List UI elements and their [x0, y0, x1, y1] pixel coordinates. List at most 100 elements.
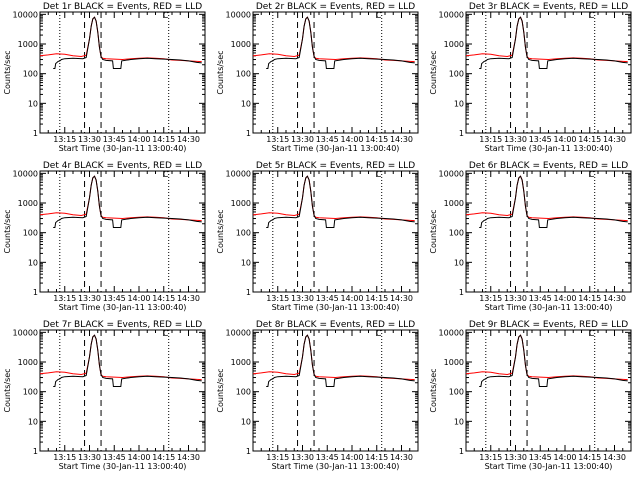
- y-tick-label: 1: [459, 129, 464, 138]
- x-tick-label: 13:15: [266, 294, 289, 303]
- x-tick-label: 14:30: [177, 453, 200, 462]
- y-tick-label: 1: [33, 288, 38, 297]
- lld-series-line: [465, 175, 628, 222]
- state-letter: C: [589, 170, 595, 179]
- x-tick-label: 13:15: [479, 453, 502, 462]
- panel-9: Det 9r BLACK = Events, RED = LLD 1 10 100 10…: [429, 320, 632, 471]
- x-tick-label: 14:00: [340, 453, 363, 462]
- y-tick-label: 10000: [226, 169, 251, 178]
- x-tick-label: 13:30: [291, 453, 314, 462]
- y-tick-label: 1: [33, 129, 38, 138]
- x-tick-label: 13:45: [103, 294, 126, 303]
- x-tick-label: 14:00: [553, 453, 576, 462]
- events-series-line: [53, 334, 202, 387]
- lld-series-line: [39, 334, 202, 381]
- x-tick-label: 13:45: [316, 294, 339, 303]
- events-series-line: [53, 175, 202, 228]
- y-tick-label: 100: [236, 388, 251, 397]
- y-tick-label: 1: [246, 129, 251, 138]
- panel-4: Det 4r BLACK = Events, RED = LLD 1 10 100 10…: [3, 161, 206, 312]
- y-tick-label: 10: [28, 417, 38, 426]
- y-tick-label: 1: [246, 288, 251, 297]
- x-tick-label: 14:00: [127, 294, 150, 303]
- y-tick-label: 10: [454, 99, 464, 108]
- panel-title: Det 7r BLACK = Events, RED = LLD: [43, 320, 202, 330]
- x-tick-label: 14:00: [340, 294, 363, 303]
- panel-7: Det 7r BLACK = Events, RED = LLD 1 10 100 10…: [3, 320, 206, 471]
- y-tick-label: 10000: [226, 10, 251, 19]
- x-axis-label: Start Time (30-Jan-11 13:00:40): [59, 303, 187, 312]
- plot-frame: [39, 329, 206, 452]
- x-tick-label: 14:15: [578, 453, 601, 462]
- y-axis-label: Counts/sec: [429, 368, 438, 412]
- y-axis-label: Counts/sec: [216, 368, 225, 412]
- events-series-line: [479, 175, 628, 228]
- y-tick-label: 100: [23, 70, 38, 79]
- events-series-line: [266, 16, 415, 69]
- x-tick-label: 13:45: [316, 135, 339, 144]
- y-tick-label: 1000: [231, 358, 251, 367]
- y-tick-label: 10: [241, 258, 251, 267]
- panel-title: Det 3r BLACK = Events, RED = LLD: [469, 2, 628, 12]
- events-series-line: [266, 334, 415, 387]
- y-tick-label: 100: [23, 229, 38, 238]
- panel-title: Det 1r BLACK = Events, RED = LLD: [43, 2, 202, 12]
- x-tick-label: 13:45: [316, 453, 339, 462]
- x-tick-label: 14:30: [603, 135, 626, 144]
- lld-series-line: [252, 16, 415, 63]
- x-tick-label: 13:30: [504, 135, 527, 144]
- x-tick-label: 13:30: [504, 453, 527, 462]
- x-tick-label: 13:30: [291, 294, 314, 303]
- x-tick-label: 13:15: [266, 135, 289, 144]
- x-tick-label: 14:30: [603, 453, 626, 462]
- state-letter: C: [376, 170, 382, 179]
- panel-8: Det 8r BLACK = Events, RED = LLD 1 10 100 10…: [216, 320, 419, 471]
- y-tick-label: 10: [241, 417, 251, 426]
- x-tick-label: 13:15: [53, 135, 76, 144]
- x-tick-label: 13:45: [529, 294, 552, 303]
- x-axis-label: Start Time (30-Jan-11 13:00:40): [59, 144, 187, 153]
- lld-series-line: [252, 175, 415, 222]
- x-tick-label: 13:30: [78, 453, 101, 462]
- x-tick-label: 13:30: [291, 135, 314, 144]
- lld-series-line: [465, 334, 628, 381]
- x-tick-label: 13:15: [479, 135, 502, 144]
- x-tick-label: 13:15: [479, 294, 502, 303]
- x-tick-label: 13:15: [53, 453, 76, 462]
- plot-frame: [252, 11, 419, 134]
- x-tick-label: 13:30: [78, 135, 101, 144]
- x-tick-label: 14:15: [152, 135, 175, 144]
- x-tick-label: 14:00: [127, 453, 150, 462]
- x-tick-label: 13:15: [53, 294, 76, 303]
- y-tick-label: 1000: [231, 40, 251, 49]
- y-axis-label: Counts/sec: [429, 209, 438, 253]
- x-tick-label: 14:30: [390, 135, 413, 144]
- x-tick-label: 14:30: [177, 135, 200, 144]
- plot-frame: [39, 170, 206, 293]
- y-tick-label: 100: [236, 229, 251, 238]
- y-axis-label: Counts/sec: [3, 368, 12, 412]
- y-tick-label: 10: [454, 417, 464, 426]
- y-axis-label: Counts/sec: [3, 209, 12, 253]
- x-tick-label: 14:15: [152, 453, 175, 462]
- panel-3: Det 3r BLACK = Events, RED = LLD 1 10 100 10…: [429, 2, 632, 153]
- lld-series-line: [39, 175, 202, 222]
- events-series-line: [266, 175, 415, 228]
- x-tick-label: 14:00: [553, 294, 576, 303]
- y-tick-label: 1: [246, 447, 251, 456]
- x-tick-label: 14:30: [603, 294, 626, 303]
- y-tick-label: 10: [241, 99, 251, 108]
- x-axis-label: Start Time (30-Jan-11 13:00:40): [272, 144, 400, 153]
- y-tick-label: 10000: [439, 169, 464, 178]
- y-tick-label: 10000: [13, 328, 38, 337]
- panel-title: Det 6r BLACK = Events, RED = LLD: [469, 161, 628, 171]
- x-axis-label: Start Time (30-Jan-11 13:00:40): [272, 303, 400, 312]
- x-tick-label: 14:15: [365, 294, 388, 303]
- y-tick-label: 10: [454, 258, 464, 267]
- y-tick-label: 10: [28, 258, 38, 267]
- y-tick-label: 1: [459, 447, 464, 456]
- panel-title: Det 9r BLACK = Events, RED = LLD: [469, 320, 628, 330]
- plot-frame: [465, 170, 632, 293]
- y-tick-label: 1000: [444, 40, 464, 49]
- plot-frame: [465, 11, 632, 134]
